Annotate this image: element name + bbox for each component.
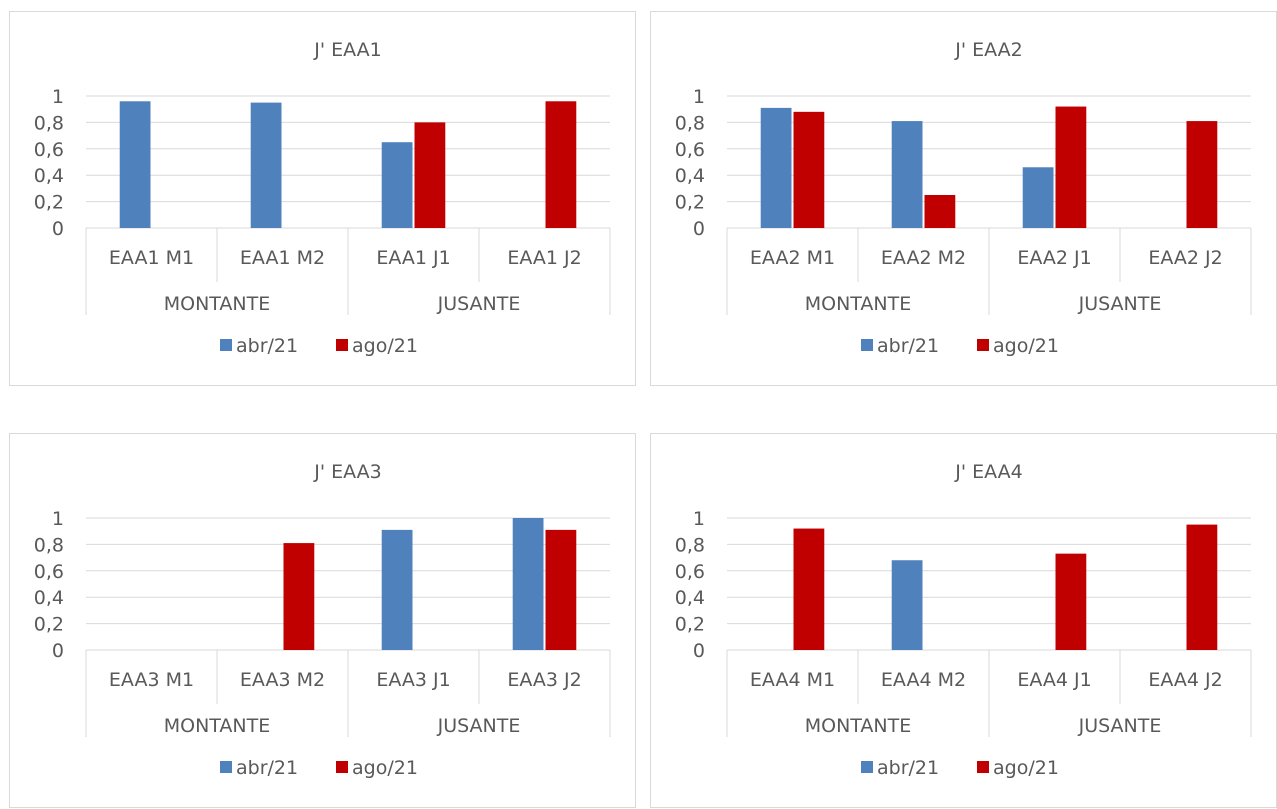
- y-tick-label: 0,6: [675, 139, 705, 161]
- y-tick-label: 1: [693, 86, 705, 108]
- legend-swatch: [336, 761, 348, 773]
- bar-abr/21-EAA1 M2: [250, 102, 282, 228]
- y-tick-label: 0,6: [34, 561, 64, 583]
- y-tick-label: 0,4: [675, 587, 705, 609]
- legend-label: abr/21: [877, 335, 939, 357]
- bar-ago/21-EAA1 J2: [545, 101, 577, 228]
- bar-ago/21-EAA3 J2: [545, 529, 577, 650]
- bar-abr/21-EAA3 J1: [381, 529, 413, 650]
- bar-abr/21-EAA4 M2: [891, 560, 923, 650]
- x-tick-label: EAA4 M2: [881, 669, 966, 691]
- legend-swatch: [977, 761, 989, 773]
- chart-panel-eaa4: J' EAA4 0 0,2 0,4 0,6 0,8 1 EAA4 M1 EAA4 M2 EAA4 …: [650, 433, 1277, 808]
- bar-ago/21-EAA2 M2: [924, 195, 956, 228]
- legend-swatch: [861, 761, 873, 773]
- y-tick-label: 0: [52, 640, 64, 662]
- bar-ago/21-EAA3 M2: [283, 543, 315, 650]
- chart-svg: J' EAA1 0 0,2 0,4 0,6 0,8 1 EAA1 M1 EAA1 M2 EAA1 …: [34, 39, 611, 357]
- x-tick-label: EAA4 J2: [1148, 669, 1222, 691]
- bar-abr/21-EAA3 J2: [512, 518, 544, 650]
- y-tick-label: 0: [693, 640, 705, 662]
- group-label: MONTANTE: [805, 715, 912, 737]
- bar-abr/21-EAA2 M2: [891, 121, 923, 228]
- x-tick-label: EAA3 M1: [109, 669, 194, 691]
- y-tick-label: 0,8: [34, 534, 64, 556]
- x-tick-label: EAA2 J2: [1148, 247, 1222, 269]
- x-tick-label: EAA1 M1: [109, 247, 194, 269]
- y-tick-label: 0,4: [34, 165, 64, 187]
- legend-swatch: [220, 339, 232, 351]
- y-tick-label: 1: [52, 86, 64, 108]
- y-tick-label: 0,4: [675, 165, 705, 187]
- x-tick-label: EAA1 J2: [507, 247, 581, 269]
- y-tick-label: 0,2: [675, 614, 705, 636]
- y-tick-label: 0,2: [34, 192, 64, 214]
- legend-label: ago/21: [993, 335, 1059, 357]
- x-tick-label: EAA3 J1: [376, 669, 450, 691]
- legend-swatch: [861, 339, 873, 351]
- legend-swatch: [220, 761, 232, 773]
- y-tick-label: 0,2: [34, 614, 64, 636]
- group-label: MONTANTE: [164, 293, 271, 315]
- bar-ago/21-EAA4 M1: [793, 528, 825, 650]
- bar-ago/21-EAA1 J1: [414, 122, 446, 228]
- bar-abr/21-EAA1 M1: [119, 101, 151, 228]
- group-label: JUSANTE: [437, 293, 521, 315]
- y-tick-label: 0: [693, 218, 705, 240]
- x-tick-label: EAA2 J1: [1017, 247, 1091, 269]
- legend-label: ago/21: [993, 757, 1059, 779]
- y-tick-label: 0,8: [675, 534, 705, 556]
- chart-svg: J' EAA2 0 0,2 0,4 0,6 0,8 1 EAA2 M1 EAA2 M2 EAA2 …: [675, 39, 1252, 357]
- bar-abr/21-EAA2 M1: [760, 107, 792, 228]
- chart-title: J' EAA4: [954, 461, 1022, 483]
- x-tick-label: EAA1 M2: [240, 247, 325, 269]
- y-tick-label: 0,6: [34, 139, 64, 161]
- y-tick-label: 0: [52, 218, 64, 240]
- y-tick-label: 0,8: [675, 112, 705, 134]
- chart-svg: J' EAA4 0 0,2 0,4 0,6 0,8 1 EAA4 M1 EAA4 M2 EAA4 …: [675, 461, 1252, 779]
- x-tick-label: EAA3 J2: [507, 669, 581, 691]
- chart-panel-eaa2: J' EAA2 0 0,2 0,4 0,6 0,8 1 EAA2 M1 EAA2 M2 EAA2 …: [650, 11, 1277, 386]
- bar-ago/21-EAA4 J1: [1055, 553, 1087, 650]
- x-tick-label: EAA4 M1: [750, 669, 835, 691]
- bar-abr/21-EAA2 J1: [1022, 167, 1054, 228]
- legend-label: abr/21: [236, 335, 298, 357]
- chart-panel-eaa3: J' EAA3 0 0,2 0,4 0,6 0,8 1 EAA3 M1 EAA3 M2 EAA3 …: [9, 433, 636, 808]
- group-label: JUSANTE: [1078, 293, 1162, 315]
- group-label: MONTANTE: [164, 715, 271, 737]
- x-tick-label: EAA1 J1: [376, 247, 450, 269]
- chart-title: J' EAA3: [313, 461, 381, 483]
- group-label: MONTANTE: [805, 293, 912, 315]
- bar-ago/21-EAA2 J2: [1186, 121, 1218, 228]
- group-label: JUSANTE: [1078, 715, 1162, 737]
- legend-label: abr/21: [236, 757, 298, 779]
- x-tick-label: EAA3 M2: [240, 669, 325, 691]
- bar-ago/21-EAA2 M1: [793, 111, 825, 228]
- legend-label: ago/21: [352, 335, 418, 357]
- bar-abr/21-EAA1 J1: [381, 142, 413, 228]
- chart-title: J' EAA1: [313, 39, 381, 61]
- x-tick-label: EAA2 M2: [881, 247, 966, 269]
- bar-ago/21-EAA4 J2: [1186, 524, 1218, 650]
- group-label: JUSANTE: [437, 715, 521, 737]
- bar-ago/21-EAA2 J1: [1055, 106, 1087, 228]
- chart-svg: J' EAA3 0 0,2 0,4 0,6 0,8 1 EAA3 M1 EAA3 M2 EAA3 …: [34, 461, 611, 779]
- y-tick-label: 0,4: [34, 587, 64, 609]
- y-tick-label: 0,6: [675, 561, 705, 583]
- chart-panel-eaa1: J' EAA1 0 0,2 0,4 0,6 0,8 1 EAA1 M1 EAA1 M2 EAA1 …: [9, 11, 636, 386]
- legend-label: ago/21: [352, 757, 418, 779]
- legend-swatch: [336, 339, 348, 351]
- legend-swatch: [977, 339, 989, 351]
- y-tick-label: 1: [693, 508, 705, 530]
- x-tick-label: EAA2 M1: [750, 247, 835, 269]
- legend-label: abr/21: [877, 757, 939, 779]
- chart-title: J' EAA2: [954, 39, 1022, 61]
- x-tick-label: EAA4 J1: [1017, 669, 1091, 691]
- y-tick-label: 1: [52, 508, 64, 530]
- y-tick-label: 0,2: [675, 192, 705, 214]
- y-tick-label: 0,8: [34, 112, 64, 134]
